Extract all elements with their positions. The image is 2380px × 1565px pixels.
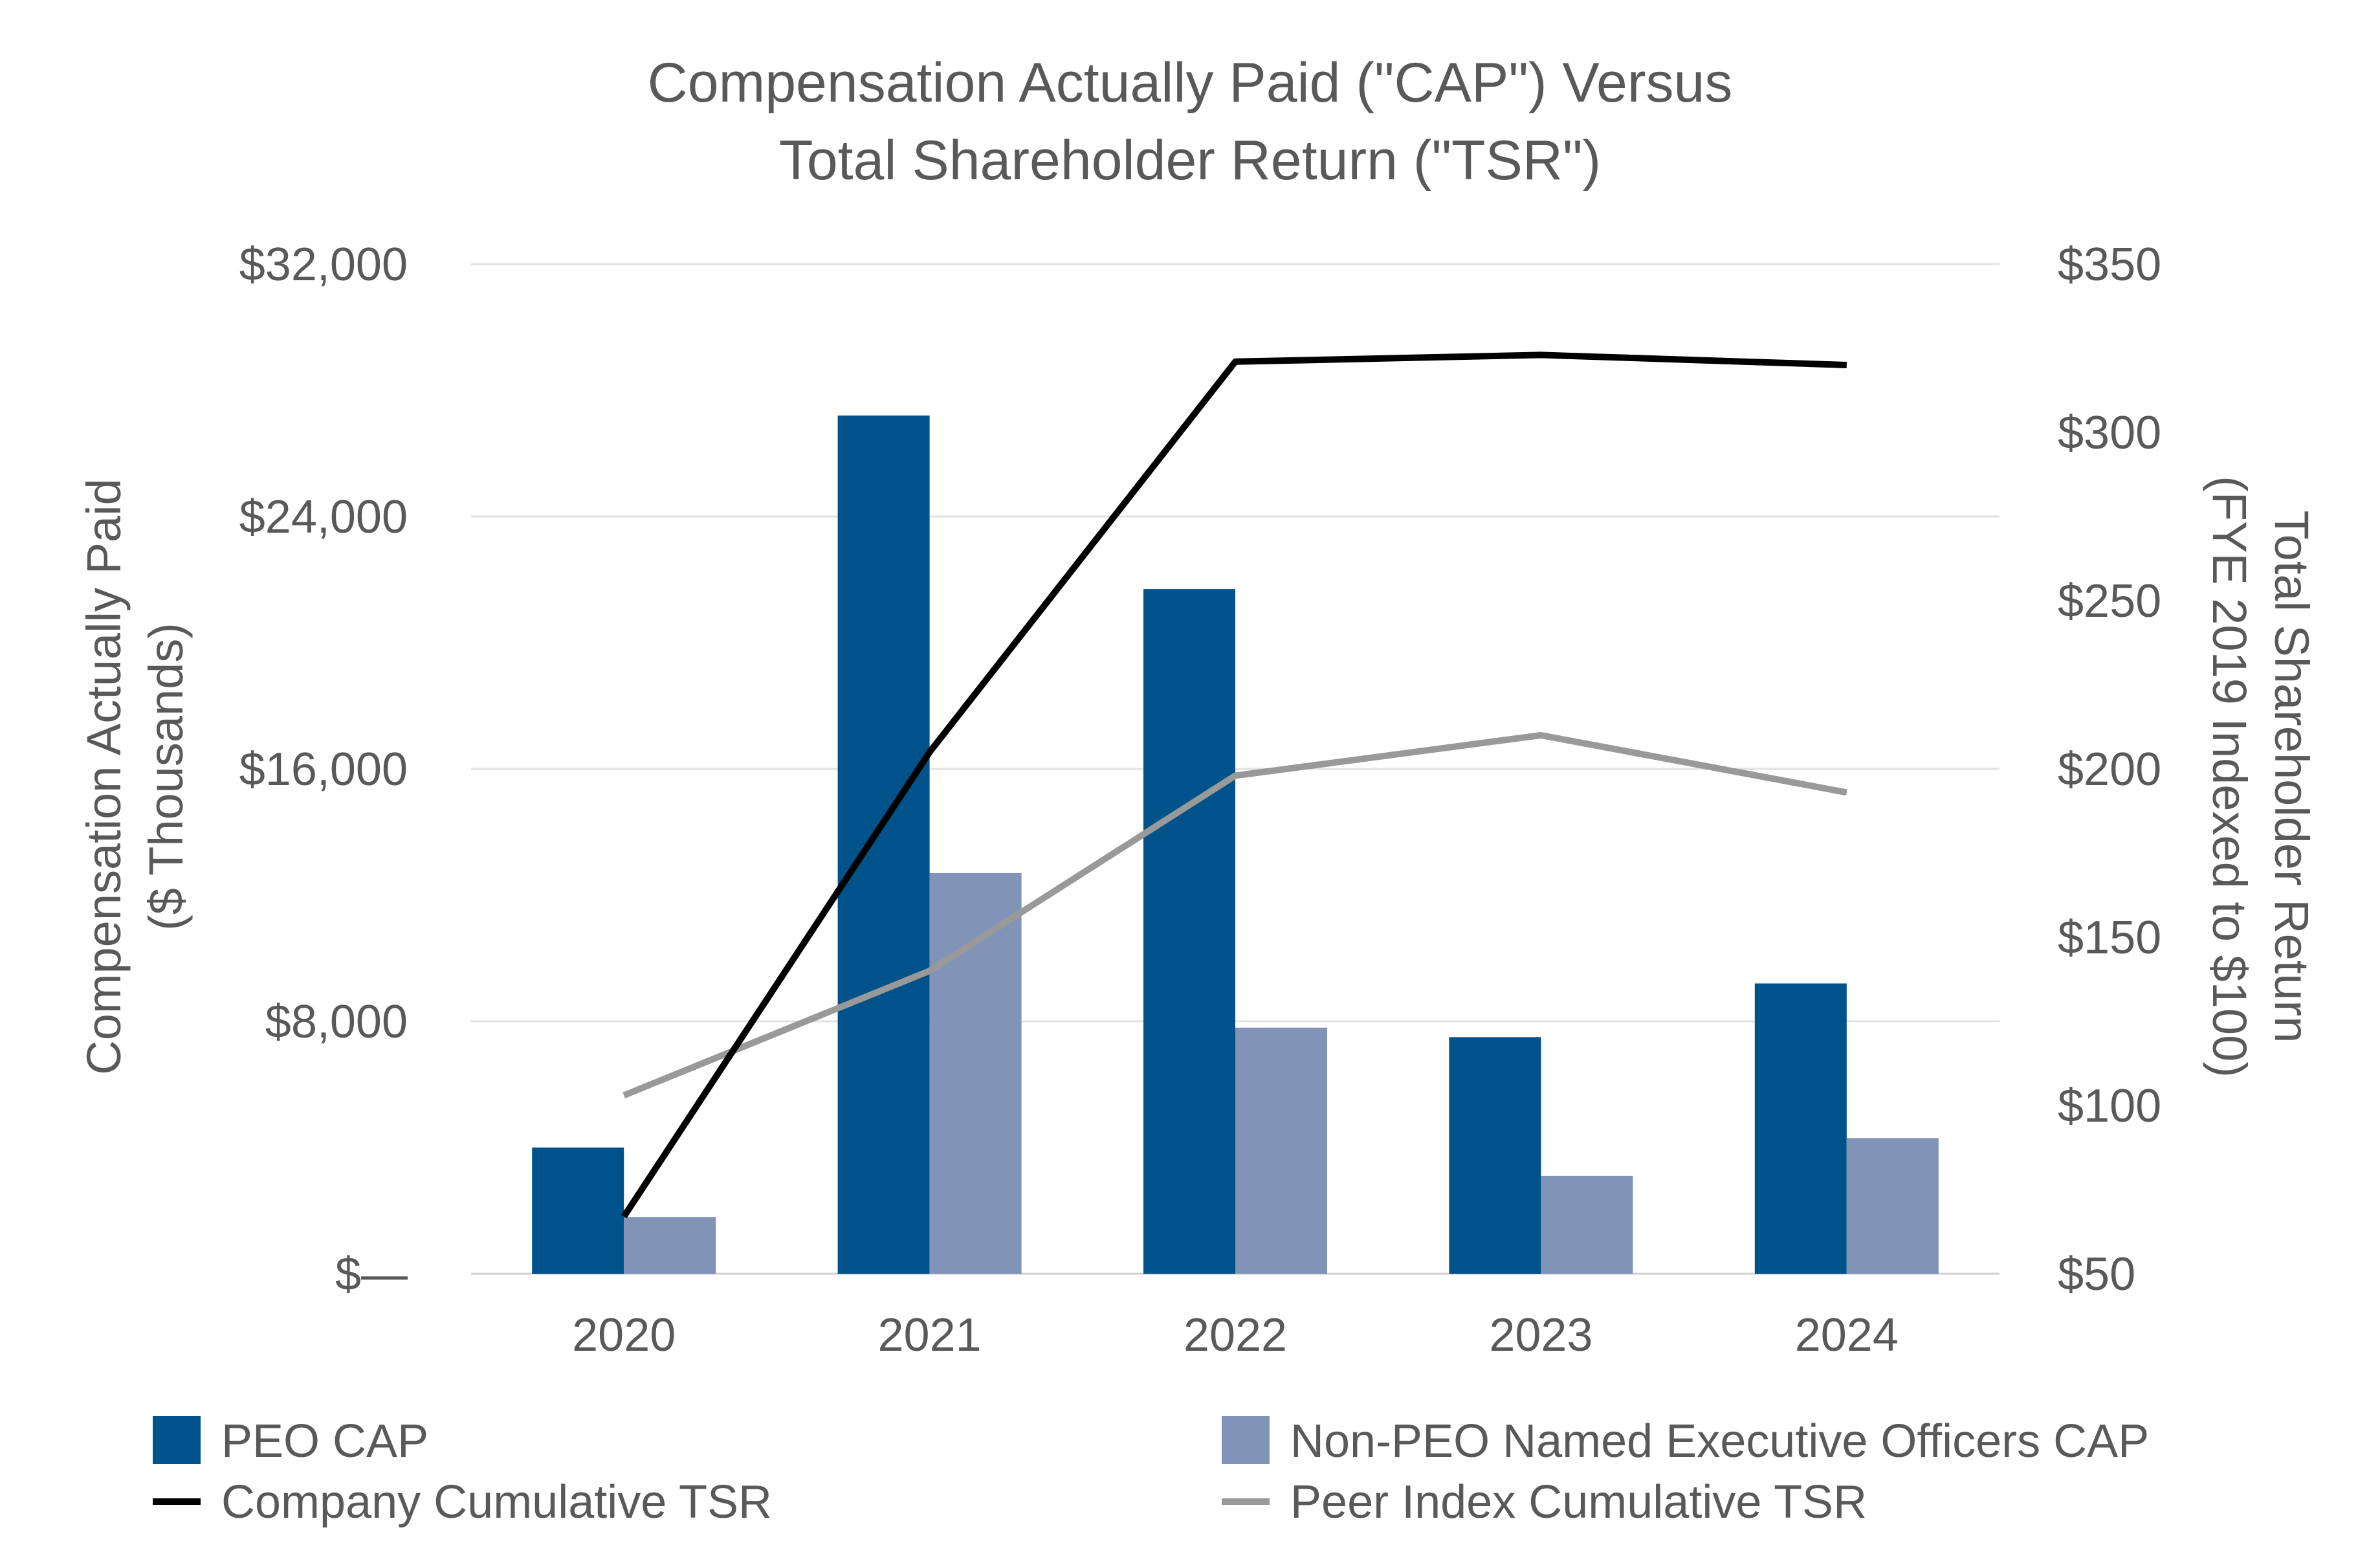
left-axis-label-line-2: ($ Thousands) [139,623,193,931]
bar-peo-cap [532,1148,624,1274]
left-axis-ticks: $— $8,000 $16,000 $24,000 $32,000 [239,239,408,1300]
bar-non-peo-cap [624,1217,716,1274]
line-company-tsr [621,351,1847,1219]
right-tick-label: $100 [2058,1080,2161,1132]
right-tick-label: $200 [2058,744,2161,795]
bar-non-peo-cap [1846,1138,1939,1274]
bar-peo-cap [1143,589,1235,1274]
bar-non-peo-cap [929,872,1022,1274]
tsr-lines-group [621,351,1847,1219]
chart-title-line-2: Total Shareholder Return ("TSR") [779,129,1601,192]
line-peer-tsr [623,732,1847,1099]
right-tick-label: $300 [2058,407,2161,459]
x-axis-ticks: 2020 2021 2022 2023 2024 [572,1309,1899,1361]
left-tick-label: $16,000 [239,744,408,795]
legend-swatch-non-peo-cap [1222,1416,1270,1464]
x-tick-label: 2023 [1489,1309,1592,1361]
left-tick-label: $24,000 [239,491,408,543]
bar-peo-cap [837,416,930,1274]
legend-swatch-peo-cap [153,1416,201,1464]
left-axis-label-line-1: Compensation Actually Paid [77,478,131,1074]
right-tick-label: $250 [2058,575,2161,627]
right-tick-label: $150 [2058,912,2161,964]
x-tick-label: 2022 [1184,1309,1287,1361]
left-tick-label: $— [335,1249,408,1300]
x-tick-label: 2021 [878,1309,982,1361]
legend-label-peer-tsr: Peer Index Cumulative TSR [1290,1476,1867,1528]
legend-label-non-peo-cap: Non-PEO Named Executive Officers CAP [1290,1415,2149,1467]
right-axis-label-line-1: Total Shareholder Return [2265,511,2319,1043]
right-tick-label: $350 [2058,239,2161,291]
x-tick-label: 2020 [572,1309,676,1361]
bar-peo-cap [1449,1037,1541,1274]
chart-title-line-1: Compensation Actually Paid ("CAP") Versu… [648,52,1733,114]
left-tick-label: $32,000 [239,239,408,291]
legend-label-peo-cap: PEO CAP [221,1415,428,1467]
right-axis-ticks: $50 $100 $150 $200 $250 $300 $350 [2058,239,2161,1300]
bars-group [532,416,1939,1274]
legend-label-company-tsr: Company Cumulative TSR [221,1476,772,1528]
right-axis-label-line-2: (FYE 2019 Indexed to $100) [2203,476,2256,1078]
bar-non-peo-cap [1541,1175,1633,1274]
x-tick-label: 2024 [1795,1309,1899,1361]
bar-non-peo-cap [1235,1027,1327,1274]
legend: PEO CAP Non-PEO Named Executive Officers… [153,1415,2149,1528]
left-tick-label: $8,000 [265,996,408,1048]
bar-peo-cap [1754,983,1847,1274]
right-tick-label: $50 [2058,1249,2135,1300]
